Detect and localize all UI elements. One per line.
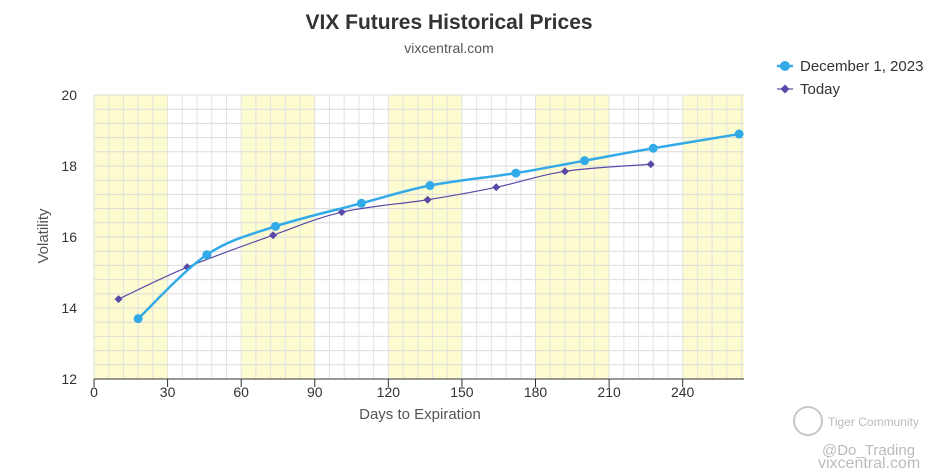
- x-tick-label: 210: [597, 384, 621, 400]
- legend: December 1, 2023 Today: [777, 58, 923, 98]
- x-axis-title: Days to Expiration: [359, 406, 481, 423]
- legend-marker-circle: [780, 61, 790, 71]
- data-point-circle: [271, 221, 281, 231]
- watermark-site: vixcentral.com: [818, 455, 920, 472]
- data-point-circle: [580, 156, 590, 166]
- x-tick-label: 90: [307, 384, 323, 400]
- data-point-circle: [425, 181, 435, 191]
- y-axis-title: Volatility: [35, 208, 52, 264]
- data-point-diamond: [114, 295, 123, 304]
- x-tick-label: 120: [377, 384, 401, 400]
- data-point-circle: [648, 143, 658, 153]
- legend-marker-diamond: [780, 84, 790, 94]
- data-point-circle: [202, 250, 212, 260]
- x-tick-label: 60: [233, 384, 249, 400]
- data-point-diamond: [423, 195, 432, 204]
- data-point-circle: [356, 198, 366, 208]
- watermark-handle: @Do_Trading: [822, 442, 915, 459]
- legend-label: Today: [800, 81, 841, 98]
- y-tick-label: 14: [61, 300, 77, 316]
- y-tick-label: 16: [61, 229, 77, 245]
- data-point-circle: [511, 168, 521, 178]
- data-point-diamond: [337, 208, 346, 217]
- data-point-circle: [133, 314, 143, 324]
- data-point-diamond: [560, 167, 569, 176]
- watermark-community: Tiger Community: [828, 415, 919, 429]
- y-tick-label: 20: [61, 87, 77, 103]
- series-group: [114, 129, 744, 324]
- legend-label: December 1, 2023: [800, 58, 923, 75]
- x-tick-label: 150: [450, 384, 474, 400]
- data-point-diamond: [269, 231, 278, 240]
- chart-title: VIX Futures Historical Prices: [305, 11, 592, 34]
- y-tick-label: 18: [61, 158, 77, 174]
- axes: 0 30 60 90 120 150 180 210 240 12 14 16 18 20: [61, 87, 744, 400]
- y-tick-label: 12: [61, 371, 77, 387]
- data-point-circle: [734, 129, 744, 139]
- x-tick-label: 30: [160, 384, 176, 400]
- chart-subtitle: vixcentral.com: [404, 40, 493, 56]
- data-point-diamond: [492, 183, 501, 192]
- watermark: Tiger Community @Do_Trading vixcentral.c…: [793, 406, 920, 472]
- x-tick-label: 0: [90, 384, 98, 400]
- data-point-diamond: [646, 160, 655, 169]
- x-tick-label: 180: [524, 384, 548, 400]
- x-tick-label: 240: [671, 384, 695, 400]
- grid-lines: [93, 94, 744, 380]
- tiger-logo-icon: [793, 406, 823, 436]
